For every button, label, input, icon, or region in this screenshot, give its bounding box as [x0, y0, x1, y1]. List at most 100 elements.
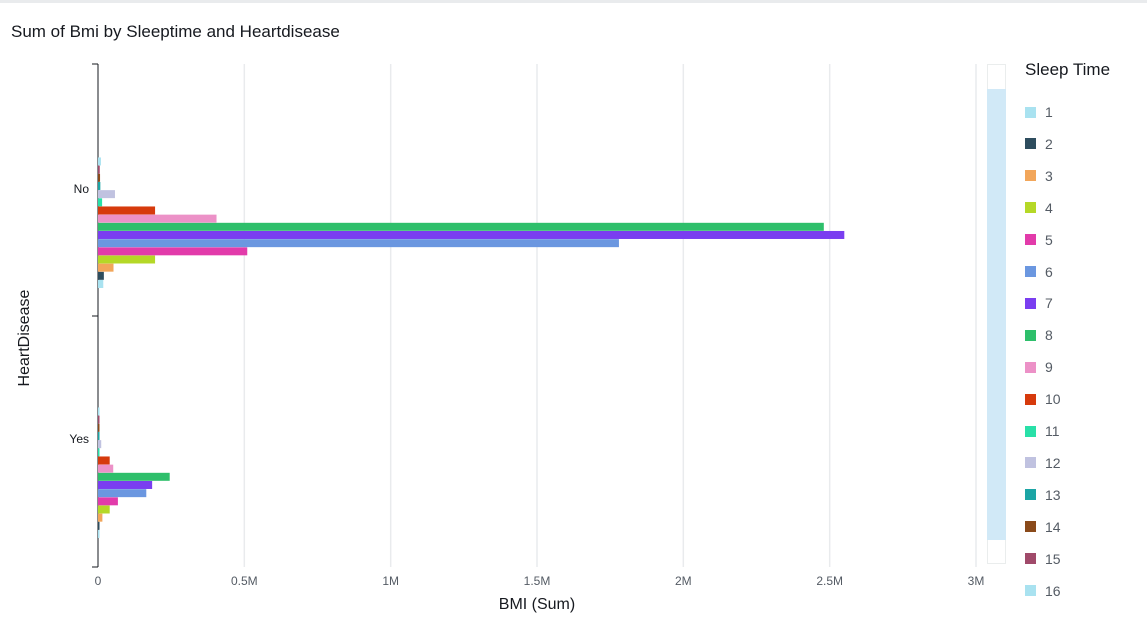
legend-item-8[interactable]: 8 — [1025, 327, 1053, 343]
legend-label: 6 — [1045, 263, 1053, 280]
legend-item-3[interactable]: 3 — [1025, 168, 1053, 184]
x-tick-label: 2.5M — [816, 574, 843, 588]
legend-swatch — [1025, 297, 1036, 309]
x-tick-label: 0 — [95, 574, 102, 588]
axis-labels: 0 0.5M 1M 1.5M 2M 2.5M 3M No Yes BMI (Sum) HeartDi… — [16, 182, 984, 613]
legend-item-14[interactable]: 14 — [1025, 519, 1061, 535]
bar-sleep-5-no — [98, 247, 248, 256]
bar-sleep-7-no — [98, 230, 845, 239]
bar-sleep-15-yes — [98, 415, 100, 424]
legend-swatch — [1025, 138, 1036, 150]
legend-item-7[interactable]: 7 — [1025, 295, 1053, 311]
bar-sleep-15-no — [98, 165, 100, 174]
bar-sleep-11-yes — [98, 448, 100, 457]
bar-sleep-12-no — [98, 190, 115, 199]
legend-swatch — [1025, 521, 1036, 533]
legend-label: 12 — [1045, 454, 1061, 471]
legend-item-11[interactable]: 11 — [1025, 423, 1060, 439]
legend-label: 7 — [1045, 295, 1053, 312]
legend-label: 9 — [1045, 359, 1053, 376]
legend-swatch — [1025, 585, 1036, 596]
legend-swatch — [1025, 361, 1036, 373]
bar-sleep-4-yes — [98, 505, 110, 514]
bar-sleep-3-no — [98, 263, 114, 272]
bar-sleep-1-no — [98, 280, 104, 288]
legend-item-6[interactable]: 6 — [1025, 264, 1053, 280]
x-tick-label: 3M — [968, 574, 985, 588]
legend-label: 2 — [1045, 135, 1053, 152]
legend-item-9[interactable]: 9 — [1025, 359, 1053, 375]
chart-title: Sum of Bmi by Sleeptime and Heartdisease — [11, 22, 340, 41]
legend-item-15[interactable]: 15 — [1025, 551, 1061, 567]
legend-item-13[interactable]: 13 — [1025, 487, 1061, 503]
legend-swatch — [1025, 393, 1036, 405]
bar-sleep-10-yes — [98, 456, 110, 465]
legend-item-10[interactable]: 10 — [1025, 391, 1061, 407]
x-tick-label: 0.5M — [231, 574, 258, 588]
legend-item-2[interactable]: 2 — [1025, 136, 1053, 152]
legend-label: 5 — [1045, 231, 1053, 248]
legend-label: 13 — [1045, 486, 1061, 503]
legend-label: 3 — [1045, 167, 1053, 184]
bar-sleep-7-yes — [98, 480, 153, 489]
bar-sleep-13-yes — [98, 431, 100, 440]
legend-swatch — [1025, 553, 1036, 565]
bar-sleep-14-yes — [98, 423, 100, 432]
bar-sleep-10-no — [98, 206, 156, 215]
legend-item-4[interactable]: 4 — [1025, 200, 1053, 216]
legend-label: 8 — [1045, 327, 1053, 344]
legend-item-12[interactable]: 12 — [1025, 455, 1061, 471]
axes — [92, 63, 99, 568]
legend-label: 11 — [1045, 423, 1060, 439]
legend-swatch — [1025, 170, 1036, 182]
legend-label: 10 — [1045, 391, 1061, 408]
bar-sleep-6-yes — [98, 489, 147, 498]
x-tick-label: 2M — [675, 574, 692, 588]
bar-sleep-8-yes — [98, 472, 170, 481]
y-category-label: No — [74, 182, 90, 196]
legend-title: Sleep Time — [1025, 60, 1111, 79]
bar-sleep-16-no — [98, 157, 101, 166]
bar-sleep-3-yes — [98, 513, 103, 522]
x-tick-label: 1.5M — [524, 574, 551, 588]
bar-sleep-8-no — [98, 222, 824, 231]
bar-sleep-5-yes — [98, 497, 118, 506]
y-category-label: Yes — [69, 432, 89, 446]
x-tick-label: 1M — [382, 574, 399, 588]
legend-label: 14 — [1045, 518, 1061, 535]
bar-sleep-13-no — [98, 181, 101, 190]
legend-swatch — [1025, 425, 1036, 437]
legend-swatch — [1025, 457, 1036, 469]
bars — [98, 157, 845, 538]
bar-sleep-2-yes — [98, 521, 100, 530]
bar-sleep-4-no — [98, 255, 156, 264]
bar-sleep-16-yes — [98, 407, 100, 416]
legend-swatch — [1025, 266, 1036, 277]
bar-sleep-11-no — [98, 198, 103, 207]
legend-swatch — [1025, 106, 1036, 118]
legend-item-16[interactable]: 16 — [1025, 583, 1061, 599]
bar-sleep-9-no — [98, 214, 217, 223]
bar-sleep-2-no — [98, 271, 104, 280]
legend-item-5[interactable]: 5 — [1025, 232, 1053, 248]
legend-swatch — [1025, 329, 1036, 341]
bar-sleep-12-yes — [98, 440, 102, 449]
bar-sleep-1-yes — [98, 530, 100, 538]
legend-label: 4 — [1045, 199, 1053, 216]
bar-sleep-9-yes — [98, 464, 114, 473]
legend-item-1[interactable]: 1 — [1025, 104, 1053, 120]
top-border — [0, 0, 1147, 3]
x-axis-title: BMI (Sum) — [499, 596, 575, 613]
legend-label: 1 — [1045, 104, 1053, 120]
legend-label: 16 — [1045, 582, 1061, 599]
legend-swatch — [1025, 202, 1036, 214]
legend-label: 15 — [1045, 550, 1061, 567]
legend-scrollbar-thumb[interactable] — [987, 89, 1006, 540]
bar-sleep-6-no — [98, 239, 619, 248]
legend-swatch — [1025, 234, 1036, 246]
gridlines — [243, 64, 977, 567]
y-axis-title: HeartDisease — [16, 289, 33, 386]
legend-swatch — [1025, 489, 1036, 501]
bar-sleep-14-no — [98, 173, 101, 182]
